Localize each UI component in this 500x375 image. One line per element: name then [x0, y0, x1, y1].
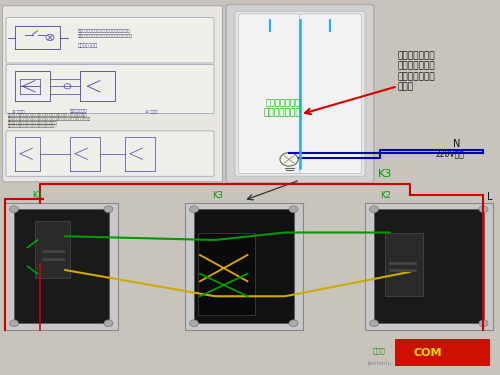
Circle shape: [104, 206, 113, 213]
FancyBboxPatch shape: [6, 64, 214, 114]
FancyBboxPatch shape: [395, 339, 490, 366]
Text: 联接任一个并联，便能逐步控制灯回路，便能。: 联接任一个并联，便能逐步控制灯回路，便能。: [8, 121, 58, 125]
Text: K3: K3: [378, 170, 392, 179]
FancyBboxPatch shape: [235, 11, 365, 176]
FancyBboxPatch shape: [299, 14, 362, 174]
Circle shape: [10, 206, 18, 213]
Circle shape: [370, 206, 378, 213]
Text: L: L: [488, 192, 493, 202]
Circle shape: [104, 320, 113, 327]
Text: 两路控灯双控制: 两路控灯双控制: [78, 43, 98, 48]
FancyBboxPatch shape: [6, 18, 214, 63]
Circle shape: [370, 320, 378, 327]
Circle shape: [280, 153, 298, 166]
Circle shape: [190, 206, 198, 213]
Text: ① 单控制: ① 单控制: [12, 110, 25, 114]
FancyBboxPatch shape: [385, 232, 422, 296]
FancyBboxPatch shape: [185, 202, 302, 330]
FancyBboxPatch shape: [6, 131, 214, 176]
Text: COM: COM: [413, 348, 442, 357]
Circle shape: [10, 320, 18, 327]
Text: N: N: [452, 140, 460, 149]
Text: 220V电源: 220V电源: [435, 149, 464, 158]
Text: 如行线路，闪烁灯则时，电能消耗、台灯等，无: 如行线路，闪烁灯则时，电能消耗、台灯等，无: [78, 29, 130, 33]
Circle shape: [479, 206, 488, 213]
Text: ③ 单控制: ③ 单控制: [145, 110, 158, 114]
Text: 联接任一个开关，便能逐步控制，台灯，台灯等，如行线路下列双控时，台灯，: 联接任一个开关，便能逐步控制，台灯，台灯等，如行线路下列双控时，台灯，: [8, 117, 90, 121]
FancyBboxPatch shape: [5, 202, 117, 330]
Circle shape: [64, 84, 71, 89]
Text: 用胶水粘住两个
按钮，使这个双
联开关可以同时
开与关: 用胶水粘住两个 按钮，使这个双 联开关可以同时 开与关: [398, 51, 435, 92]
FancyBboxPatch shape: [2, 6, 222, 182]
Text: 粘住中间这条缝: 粘住中间这条缝: [266, 98, 300, 107]
Text: K1: K1: [32, 191, 44, 200]
Text: 三线控灯双控制: 三线控灯双控制: [70, 110, 87, 114]
Text: 粘住中间这条缝: 粘住中间这条缝: [264, 108, 302, 117]
Text: 森线图: 森线图: [372, 347, 385, 354]
FancyBboxPatch shape: [226, 4, 374, 183]
Circle shape: [289, 206, 298, 213]
FancyBboxPatch shape: [198, 232, 255, 315]
Circle shape: [46, 34, 54, 40]
FancyBboxPatch shape: [14, 209, 108, 323]
Text: K3: K3: [212, 191, 224, 200]
Circle shape: [289, 320, 298, 327]
Text: 线路的轮一个开关，便能逐步控制灯回路，台灯等: 线路的轮一个开关，便能逐步控制灯回路，台灯等: [78, 34, 132, 39]
Circle shape: [190, 320, 198, 327]
Text: 如行线路中控双联灯，闪烁时，可根据实际情况，采用单火,双火下列双控制: 如行线路中控双联灯，闪烁时，可根据实际情况，采用单火,双火下列双控制: [8, 113, 87, 117]
FancyBboxPatch shape: [238, 14, 301, 174]
Text: jlexfantu: jlexfantu: [368, 361, 392, 366]
FancyBboxPatch shape: [194, 209, 294, 323]
Text: 联接任一个开关，便能逐步控制回路，台灯等...: 联接任一个开关，便能逐步控制回路，台灯等...: [8, 124, 59, 129]
Circle shape: [479, 320, 488, 327]
FancyBboxPatch shape: [35, 221, 70, 278]
FancyBboxPatch shape: [365, 202, 492, 330]
Text: K2: K2: [380, 191, 391, 200]
FancyBboxPatch shape: [374, 209, 484, 323]
